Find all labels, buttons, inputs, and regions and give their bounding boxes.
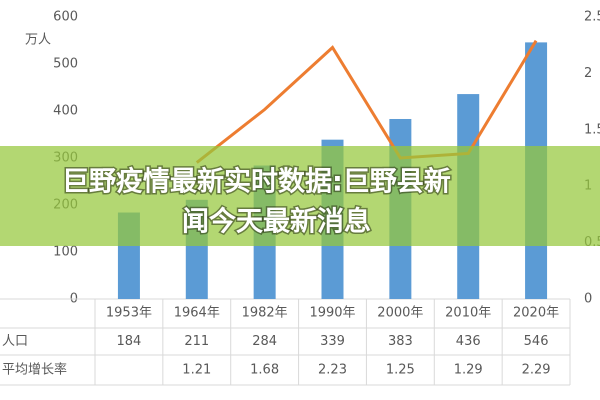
table-cell: 2.23 [318,363,347,378]
category-label: 2010年 [445,306,491,321]
overlay-title: 巨野疫情最新实时数据:巨野县新 [62,166,451,198]
table-cell: 184 [117,334,142,349]
y-axis-label: 万人 [25,33,51,48]
category-label: 1982年 [242,306,288,321]
y2-tick-label: 1.5 [584,122,600,137]
table-cell: 383 [388,334,413,349]
y2-tick-label: 2 [584,66,592,81]
y-tick-label: 600 [53,10,78,25]
table-cell: 1.21 [182,363,211,378]
category-label: 1953年 [106,306,152,321]
category-label: 2020年 [513,306,559,321]
y2-tick-label: 2.5 [584,10,600,25]
y-tick-label: 500 [53,57,78,72]
table-cell: 1.29 [454,363,483,378]
table-cell: 546 [524,334,549,349]
category-label: 1964年 [174,306,220,321]
y-tick-label: 400 [53,104,78,119]
y2-tick-label: 0 [584,292,592,307]
category-label: 2000年 [377,306,423,321]
overlay-title: 闻今天最新消息 [182,206,371,238]
overlay-banner [0,146,600,246]
table-cell: 211 [184,334,209,349]
line [195,39,538,164]
table-cell: 2.29 [522,363,551,378]
table-cell: 436 [456,334,481,349]
row-label: 人口 [2,334,28,349]
row-label: 平均增长率 [2,362,67,378]
table-cell: 284 [252,334,277,349]
table-cell: 339 [320,334,345,349]
table-cell: 1.68 [250,363,279,378]
category-label: 1990年 [309,306,355,321]
y-tick-label: 100 [53,245,78,260]
table-cell: 1.25 [386,363,415,378]
